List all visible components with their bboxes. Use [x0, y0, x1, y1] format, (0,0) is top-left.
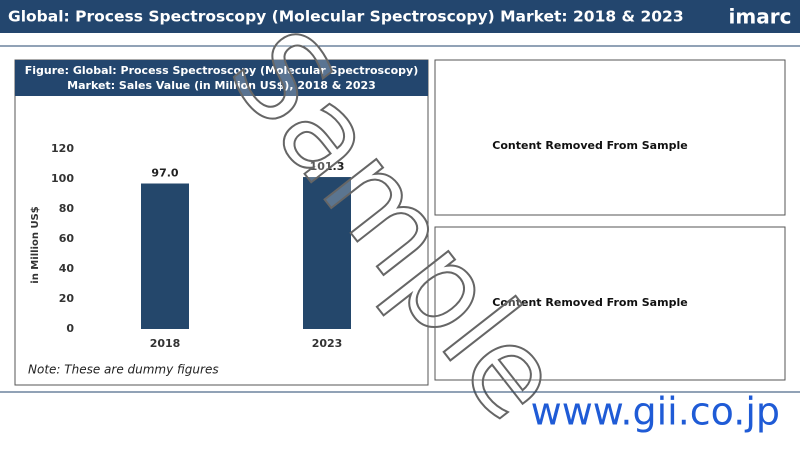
chart-title: Figure: Global: Process Spectroscopy (Mo…	[24, 64, 419, 92]
y-tick-label: 40	[59, 262, 75, 275]
y-tick-label: 0	[66, 322, 74, 335]
chart-title-box: Figure: Global: Process Spectroscopy (Mo…	[24, 64, 419, 92]
y-tick-label: 120	[51, 142, 74, 155]
chart-title-bar	[15, 60, 428, 96]
header-bar	[0, 0, 800, 33]
value-label: 97.0	[151, 167, 178, 180]
x-tick-label: 2018	[150, 337, 181, 350]
plot: 0 20 40 60 80 100 120 2018 97.0 2023 101.3	[51, 142, 351, 350]
y-tick-label: 80	[59, 202, 75, 215]
content-panel	[434, 59, 786, 216]
panel-text: Content Removed From Sample	[492, 139, 687, 152]
value-label: 101.3	[310, 160, 345, 173]
y-tick-label: 20	[59, 292, 75, 305]
header-title: Global: Process Spectroscopy (Molecular …	[8, 8, 684, 26]
content-panel	[434, 226, 786, 381]
logo: imarc	[729, 5, 792, 29]
y-tick-label: 100	[51, 172, 74, 185]
panel-text: Content Removed From Sample	[492, 296, 687, 309]
x-tick-label: 2023	[312, 337, 343, 350]
y-tick-label: 60	[59, 232, 75, 245]
bar	[303, 177, 351, 329]
y-axis-title: in Million US$	[30, 206, 41, 283]
footer-url: www.gii.co.jp	[531, 390, 780, 434]
chart-panel	[14, 59, 429, 386]
chart-note: Note: These are dummy figures	[28, 363, 219, 377]
bar	[141, 183, 189, 329]
